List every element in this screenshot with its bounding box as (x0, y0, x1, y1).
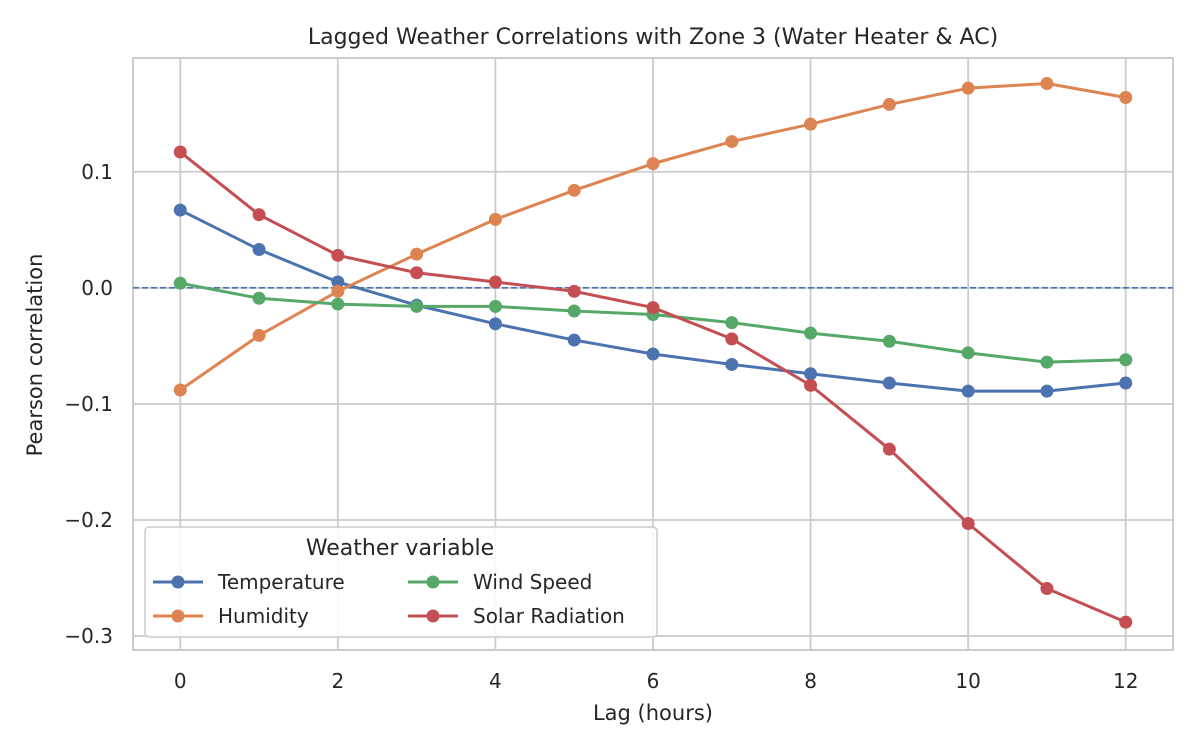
x-tick-label: 2 (331, 669, 344, 693)
legend-swatch-marker (426, 609, 440, 623)
data-point-wind-speed (882, 334, 896, 348)
legend-swatch-marker (171, 575, 185, 589)
legend: Weather variable Temperature Humidity Wind… (144, 526, 658, 638)
data-point-solar-radiation (882, 442, 896, 456)
y-tick-label: 0.0 (81, 276, 113, 300)
data-point-humidity (961, 81, 975, 95)
x-tick-labels: 0 2 4 6 8 10 12 (174, 669, 1139, 693)
x-tick-label: 10 (955, 669, 980, 693)
data-point-humidity (410, 247, 424, 261)
x-tick-label: 0 (174, 669, 187, 693)
data-point-humidity (331, 284, 345, 298)
data-point-wind-speed (961, 346, 975, 360)
y-tick-label: −0.1 (64, 392, 113, 416)
data-point-wind-speed (1119, 353, 1133, 367)
y-tick-label: −0.2 (64, 508, 113, 532)
data-point-temperature (804, 367, 818, 381)
data-point-solar-radiation (173, 145, 187, 159)
data-point-humidity (804, 117, 818, 131)
data-point-solar-radiation (725, 332, 739, 346)
data-point-humidity (488, 212, 502, 226)
x-tick-label: 12 (1113, 669, 1138, 693)
y-axis-title: Pearson correlation (23, 254, 47, 457)
legend-label: Solar Radiation (473, 604, 625, 628)
data-point-wind-speed (173, 276, 187, 290)
data-point-wind-speed (252, 291, 266, 305)
data-point-temperature (961, 384, 975, 398)
legend-item-solar-radiation: Solar Radiation (408, 604, 625, 628)
series-layer (173, 77, 1133, 629)
data-point-temperature (331, 275, 345, 289)
data-point-humidity (173, 383, 187, 397)
data-point-humidity (567, 183, 581, 197)
data-point-solar-radiation (567, 284, 581, 298)
data-point-humidity (725, 135, 739, 149)
x-axis-title: Lag (hours) (593, 701, 713, 725)
series-solar-radiation (173, 145, 1133, 629)
data-point-solar-radiation (410, 266, 424, 280)
series-wind-speed (173, 276, 1133, 369)
legend-item-wind-speed: Wind Speed (408, 570, 592, 594)
y-tick-label: −0.3 (64, 624, 113, 648)
chart-title: Lagged Weather Correlations with Zone 3 … (308, 25, 998, 50)
data-point-temperature (488, 317, 502, 331)
x-tick-label: 8 (804, 669, 817, 693)
data-point-temperature (567, 333, 581, 347)
data-point-wind-speed (1040, 355, 1054, 369)
legend-swatch-marker (171, 609, 185, 623)
data-point-humidity (646, 157, 660, 171)
x-tick-label: 4 (489, 669, 502, 693)
plot-frame (132, 57, 1174, 651)
legend-item-temperature: Temperature (153, 570, 345, 594)
data-point-wind-speed (804, 326, 818, 340)
data-point-humidity (1040, 77, 1054, 91)
data-point-temperature (725, 357, 739, 371)
data-point-solar-radiation (488, 275, 502, 289)
data-point-temperature (646, 347, 660, 361)
data-point-temperature (252, 243, 266, 257)
data-point-humidity (882, 97, 896, 111)
data-point-wind-speed (567, 304, 581, 318)
data-point-temperature (1119, 376, 1133, 390)
legend-label: Wind Speed (473, 570, 592, 594)
y-tick-labels: −0.3 −0.2 −0.1 0.0 0.1 (64, 160, 113, 648)
data-point-humidity (1119, 90, 1133, 104)
data-point-temperature (1040, 384, 1054, 398)
data-point-solar-radiation (804, 378, 818, 392)
data-point-wind-speed (410, 299, 424, 313)
data-point-solar-radiation (331, 248, 345, 262)
legend-label: Humidity (218, 604, 309, 628)
data-point-humidity (252, 328, 266, 342)
data-point-temperature (882, 376, 896, 390)
x-tick-label: 6 (647, 669, 660, 693)
data-point-solar-radiation (252, 208, 266, 222)
legend-item-humidity: Humidity (153, 604, 309, 628)
data-point-wind-speed (488, 299, 502, 313)
data-point-solar-radiation (646, 301, 660, 315)
data-point-solar-radiation (1040, 581, 1054, 595)
data-point-wind-speed (725, 316, 739, 330)
data-point-solar-radiation (1119, 615, 1133, 629)
data-point-temperature (173, 203, 187, 217)
legend-box (144, 526, 658, 638)
y-tick-label: 0.1 (81, 160, 113, 184)
series-humidity (173, 77, 1133, 397)
legend-title: Weather variable (306, 536, 494, 561)
legend-items: Temperature Humidity Wind Speed Solar Radia… (153, 570, 625, 628)
legend-label: Temperature (217, 570, 345, 594)
data-point-solar-radiation (961, 516, 975, 530)
data-point-wind-speed (331, 297, 345, 311)
legend-swatch-marker (426, 575, 440, 589)
